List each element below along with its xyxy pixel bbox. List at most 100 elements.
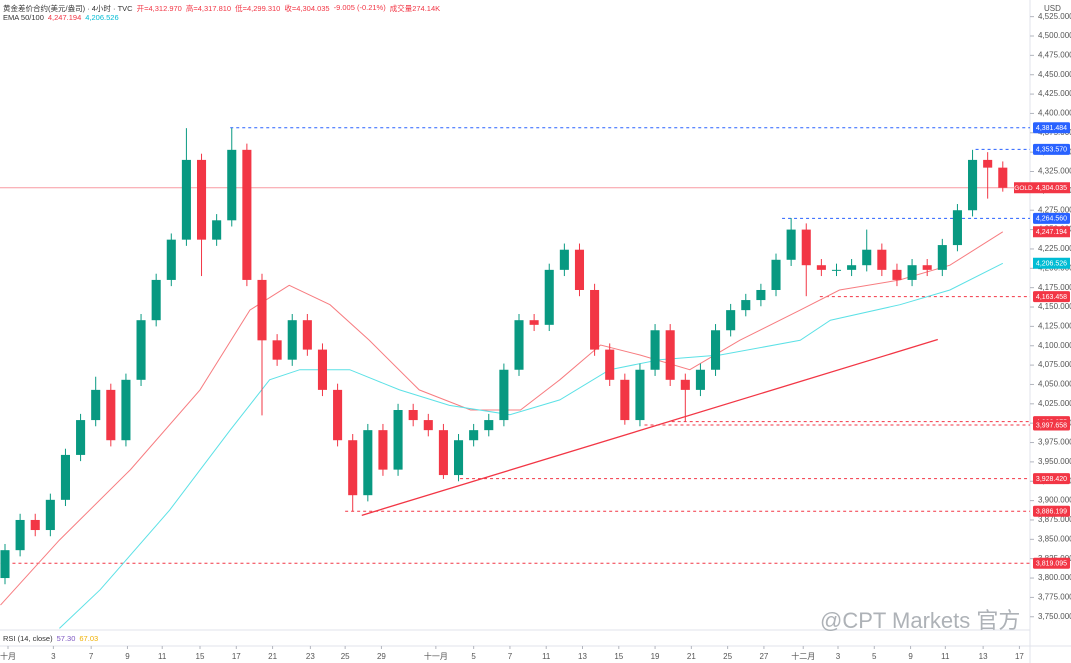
candle-body: [544, 269, 554, 325]
symbol-tag: [1014, 182, 1033, 194]
candle-body: [438, 430, 448, 476]
candle-body: [680, 379, 690, 390]
candle-body: [590, 289, 600, 350]
candle-body: [499, 369, 509, 421]
y-tick-label: 3,800.000: [1038, 573, 1071, 582]
x-tick-label: 9: [908, 652, 913, 661]
candle-body: [937, 245, 947, 270]
ohlc-item: -9.005 (-0.21%): [333, 3, 386, 12]
candle-body: [514, 320, 524, 370]
y-tick-label: 4,075.000: [1038, 360, 1071, 369]
candle-body: [106, 389, 116, 441]
candle-body: [484, 420, 494, 431]
candle-body: [877, 249, 887, 270]
candle-body: [0, 550, 10, 579]
candle-body: [756, 289, 766, 301]
candle-body: [665, 330, 675, 380]
candle-body: [30, 519, 40, 531]
candle-body: [15, 519, 25, 551]
candle-body: [317, 349, 328, 390]
candle-body: [695, 369, 705, 390]
x-tick-label: 十月: [0, 651, 16, 661]
x-tick-label: 25: [341, 652, 350, 661]
ema-legend: EMA 50/100 4,247.194 4,206.526: [3, 13, 119, 22]
y-tick-label: 4,400.000: [1038, 109, 1071, 118]
level-tag-label: 4,163.458: [1036, 294, 1067, 301]
candle-body: [212, 220, 222, 240]
ohlc: 开=4,312.970 高=4,317.810 低=4,299.310 收=4,304…: [137, 3, 441, 14]
candle-body: [257, 279, 267, 341]
y-tick-label: 4,025.000: [1038, 399, 1071, 408]
plot-area: [0, 127, 1030, 629]
x-tick-label: 11: [542, 652, 551, 661]
rsi-name: RSI (14, close): [3, 634, 53, 643]
candle-body: [907, 265, 917, 280]
candle-body: [862, 249, 872, 266]
x-tick-label: 11: [158, 652, 167, 661]
ema-tag: [1033, 226, 1070, 238]
x-tick-label: 十一月: [424, 651, 448, 661]
x-tick-label: 十二月: [791, 651, 815, 661]
candle-body: [771, 259, 781, 290]
x-tick-label: 5: [471, 652, 476, 661]
candle-body: [741, 300, 751, 311]
ohlc-item: 开=4,312.970: [136, 4, 182, 13]
candle-body: [45, 499, 55, 531]
candle-body: [453, 440, 464, 476]
x-tick-label: 7: [89, 652, 94, 661]
candle-body: [348, 440, 358, 496]
x-tick-label: 3: [51, 652, 56, 661]
candle-body: [227, 149, 237, 221]
candle-body: [378, 430, 388, 470]
candle-body: [272, 340, 282, 360]
candle-body: [287, 320, 297, 360]
ohlc-item: 收=4,304.035: [284, 4, 330, 13]
candle-body: [574, 249, 585, 290]
candle-body: [952, 210, 962, 246]
x-tick-label: 13: [578, 652, 587, 661]
y-tick-label: 3,975.000: [1038, 438, 1071, 447]
level-tag: [1033, 557, 1070, 569]
rsi-value: 57.30: [56, 634, 76, 643]
x-tick-label: 15: [614, 652, 623, 661]
level-tag: [1033, 291, 1070, 303]
x-tick-label: 15: [196, 652, 205, 661]
symbol-tag-label: GOLD: [1014, 185, 1033, 192]
ohlc-item: 成交量274.14K: [389, 4, 441, 13]
y-tick-label: 4,175.000: [1038, 283, 1071, 292]
candle-body: [136, 320, 146, 380]
ema-value: 4,206.526: [85, 13, 119, 22]
last-price-label: 4,304.035: [1036, 185, 1067, 192]
candle-body: [166, 239, 176, 280]
ema-value: 4,247.194: [47, 13, 82, 22]
ema-tag: [1033, 257, 1070, 269]
candle-body: [469, 430, 479, 441]
trendline: [361, 338, 938, 516]
ema-tag-label: 4,206.526: [1036, 261, 1067, 268]
x-tick-label: 5: [872, 652, 877, 661]
level-tag-label: 3,928.420: [1036, 476, 1067, 483]
y-tick-label: 4,150.000: [1038, 302, 1071, 311]
level-tag-label: 3,886.199: [1036, 509, 1067, 516]
rsi-value: 67.03: [79, 634, 99, 643]
x-tick-label: 21: [687, 652, 696, 661]
candle-body: [91, 389, 101, 421]
ema-name: EMA 50/100: [3, 13, 44, 22]
y-tick-label: 4,425.000: [1038, 89, 1071, 98]
y-tick-label: 4,125.000: [1038, 321, 1071, 330]
candle-body: [711, 330, 721, 370]
level-tag: [1033, 419, 1070, 431]
x-tick-label: 11: [941, 652, 950, 661]
symbol: 黄金差价合约(美元/盎司) · 4小时 · TVC: [3, 4, 133, 13]
candle-body: [620, 379, 630, 421]
candle-body: [151, 279, 161, 321]
y-tick-label: 3,850.000: [1038, 534, 1071, 543]
currency: USD: [1044, 4, 1061, 13]
y-tick-label: 3,775.000: [1038, 593, 1071, 602]
y-tick-label: 3,950.000: [1038, 457, 1071, 466]
x-tick-label: 19: [651, 652, 660, 661]
x-tick-label: 3: [836, 652, 841, 661]
y-tick-label: 3,750.000: [1038, 612, 1071, 621]
